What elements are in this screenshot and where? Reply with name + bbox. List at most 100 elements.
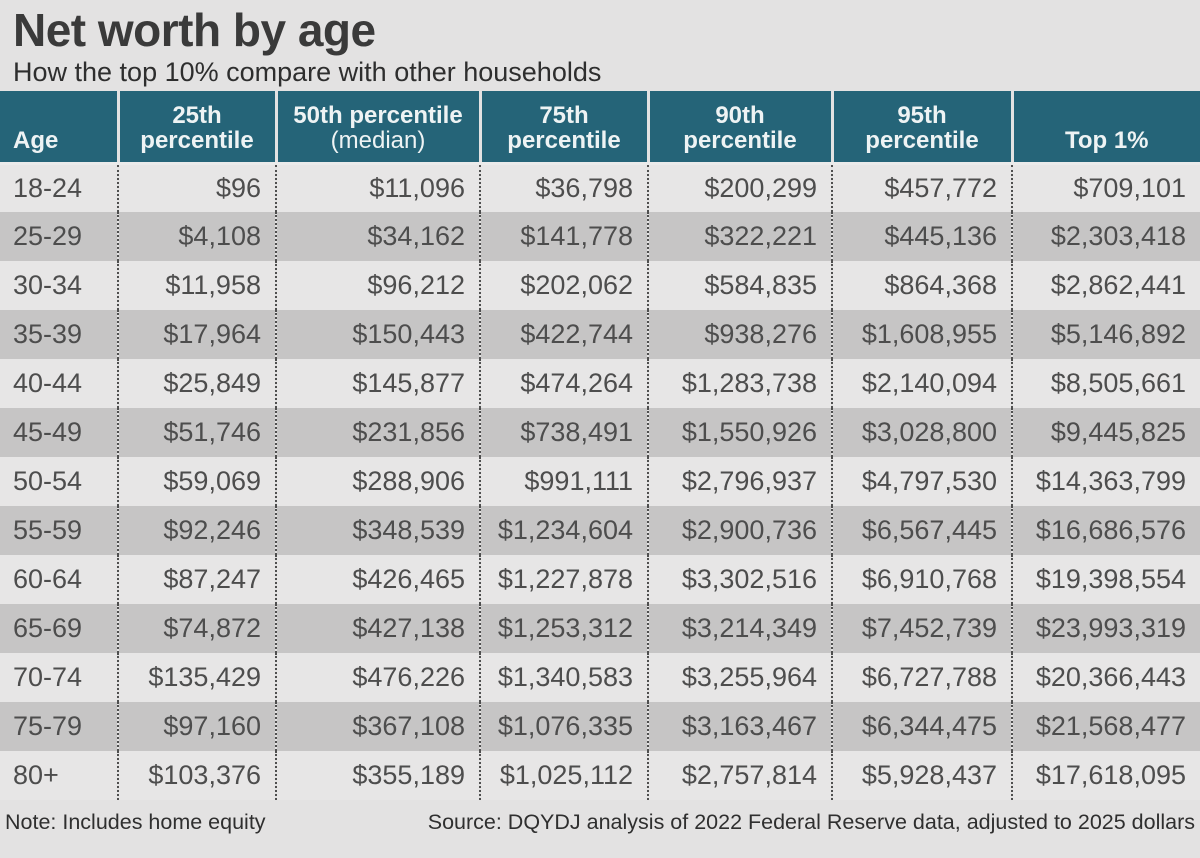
- cell-p95: $864,368: [831, 261, 1012, 310]
- cell-p25: $92,246: [117, 506, 276, 555]
- cell-p75: $36,798: [479, 163, 648, 212]
- cell-age: 50-54: [13, 466, 83, 496]
- cell-age: 55-59: [13, 515, 83, 545]
- cell-p25: $135,429: [117, 653, 276, 702]
- header-row: Age 25th percentile 50th percentile (median)…: [0, 91, 1200, 165]
- cell-top1: $9,445,825: [1011, 408, 1200, 457]
- cell-p75: $1,340,583: [479, 653, 648, 702]
- table-row: 65-69 $74,872 $427,138 $1,253,312 $3,214,349…: [0, 604, 1200, 653]
- cell-top1: $8,505,661: [1011, 359, 1200, 408]
- cell-p50: $426,465: [275, 555, 480, 604]
- source-text: Source: DQYDJ analysis of 2022 Federal R…: [427, 810, 1195, 834]
- cell-p50: $288,906: [275, 457, 480, 506]
- cell-p25: $59,069: [117, 457, 276, 506]
- table-row: 45-49 $51,746 $231,856 $738,491 $1,550,926 $3…: [0, 408, 1200, 457]
- cell-p25: $96: [117, 163, 276, 212]
- cell-top1: $21,568,477: [1011, 702, 1200, 751]
- cell-p25: $17,964: [117, 310, 276, 359]
- cell-p25: $103,376: [117, 751, 276, 800]
- cell-p50: $145,877: [275, 359, 480, 408]
- cell-p75: $141,778: [479, 212, 648, 261]
- table-row: 75-79 $97,160 $367,108 $1,076,335 $3,163,467…: [0, 702, 1200, 751]
- cell-p50: $34,162: [275, 212, 480, 261]
- cell-p75: $991,111: [479, 457, 648, 506]
- cell-top1: $20,366,443: [1011, 653, 1200, 702]
- cell-age: 80+: [13, 760, 59, 790]
- cell-p95: $6,344,475: [831, 702, 1012, 751]
- cell-p75: $422,744: [479, 310, 648, 359]
- cell-p95: $4,797,530: [831, 457, 1012, 506]
- cell-p50: $231,856: [275, 408, 480, 457]
- cell-p25: $11,958: [117, 261, 276, 310]
- cell-p90: $938,276: [647, 310, 832, 359]
- cell-p50: $348,539: [275, 506, 480, 555]
- cell-p90: $584,835: [647, 261, 832, 310]
- column-header-p90: 90th percentile: [646, 91, 832, 165]
- cell-age: 30-34: [13, 270, 83, 300]
- header-block: Net worth by age How the top 10% compare…: [0, 0, 1200, 91]
- cell-p95: $7,452,739: [831, 604, 1012, 653]
- cell-p75: $474,264: [479, 359, 648, 408]
- cell-p90: $2,757,814: [647, 751, 832, 800]
- cell-top1: $5,146,892: [1011, 310, 1200, 359]
- cell-p95: $445,136: [831, 212, 1012, 261]
- table-row: 18-24 $96 $11,096 $36,798 $200,299 $457,772 $7…: [0, 163, 1200, 212]
- cell-p95: $3,028,800: [831, 408, 1012, 457]
- column-header-top1: Top 1%: [1010, 91, 1200, 165]
- cell-top1: $14,363,799: [1011, 457, 1200, 506]
- cell-p90: $2,900,736: [647, 506, 832, 555]
- cell-age: 25-29: [13, 221, 83, 251]
- cell-p50: $96,212: [275, 261, 480, 310]
- cell-top1: $19,398,554: [1011, 555, 1200, 604]
- cell-top1: $17,618,095: [1011, 751, 1200, 800]
- cell-p25: $87,247: [117, 555, 276, 604]
- cell-age: 18-24: [13, 172, 83, 203]
- column-header-p95: 95th percentile: [830, 91, 1012, 165]
- cell-top1: $2,303,418: [1011, 212, 1200, 261]
- table-row: 35-39 $17,964 $150,443 $422,744 $938,276 $1,6…: [0, 310, 1200, 359]
- cell-p95: $2,140,094: [831, 359, 1012, 408]
- cell-p75: $738,491: [479, 408, 648, 457]
- cell-age: 35-39: [13, 319, 83, 349]
- cell-p95: $1,608,955: [831, 310, 1012, 359]
- note-text: Note: Includes home equity: [5, 810, 266, 834]
- cell-p75: $1,076,335: [479, 702, 648, 751]
- cell-p25: $51,746: [117, 408, 276, 457]
- cell-top1: $2,862,441: [1011, 261, 1200, 310]
- cell-p95: $6,567,445: [831, 506, 1012, 555]
- cell-p50: $476,226: [275, 653, 480, 702]
- cell-age: 40-44: [13, 368, 83, 398]
- cell-p95: $457,772: [831, 163, 1012, 212]
- cell-p90: $3,163,467: [647, 702, 832, 751]
- column-header-p25: 25th percentile: [116, 91, 276, 165]
- footer-block: Note: Includes home equity Source: DQYDJ…: [0, 800, 1200, 835]
- table-body: 18-24 $96 $11,096 $36,798 $200,299 $457,772 $7…: [0, 163, 1200, 800]
- table-row: 50-54 $59,069 $288,906 $991,111 $2,796,937 $4…: [0, 457, 1200, 506]
- cell-age: 45-49: [13, 417, 83, 447]
- cell-p90: $3,214,349: [647, 604, 832, 653]
- cell-p75: $1,234,604: [479, 506, 648, 555]
- table-row: 25-29 $4,108 $34,162 $141,778 $322,221 $445,1…: [0, 212, 1200, 261]
- cell-age: 65-69: [13, 613, 83, 643]
- cell-top1: $16,686,576: [1011, 506, 1200, 555]
- cell-p50: $367,108: [275, 702, 480, 751]
- table-header: Age 25th percentile 50th percentile (median)…: [0, 91, 1200, 165]
- cell-age: 75-79: [13, 711, 83, 741]
- column-header-p75: 75th percentile: [478, 91, 648, 165]
- column-header-age: Age: [0, 91, 118, 165]
- cell-p90: $3,255,964: [647, 653, 832, 702]
- cell-p90: $1,550,926: [647, 408, 832, 457]
- cell-p75: $1,227,878: [479, 555, 648, 604]
- column-header-p50: 50th percentile (median): [274, 91, 480, 165]
- cell-p50: $355,189: [275, 751, 480, 800]
- cell-p25: $25,849: [117, 359, 276, 408]
- cell-p25: $97,160: [117, 702, 276, 751]
- cell-p90: $1,283,738: [647, 359, 832, 408]
- cell-p50: $150,443: [275, 310, 480, 359]
- table-row: 80+ $103,376 $355,189 $1,025,112 $2,757,814 $…: [0, 751, 1200, 800]
- cell-p90: $200,299: [647, 163, 832, 212]
- net-worth-table: Age 25th percentile 50th percentile (median)…: [0, 91, 1200, 800]
- cell-p25: $74,872: [117, 604, 276, 653]
- cell-p75: $1,253,312: [479, 604, 648, 653]
